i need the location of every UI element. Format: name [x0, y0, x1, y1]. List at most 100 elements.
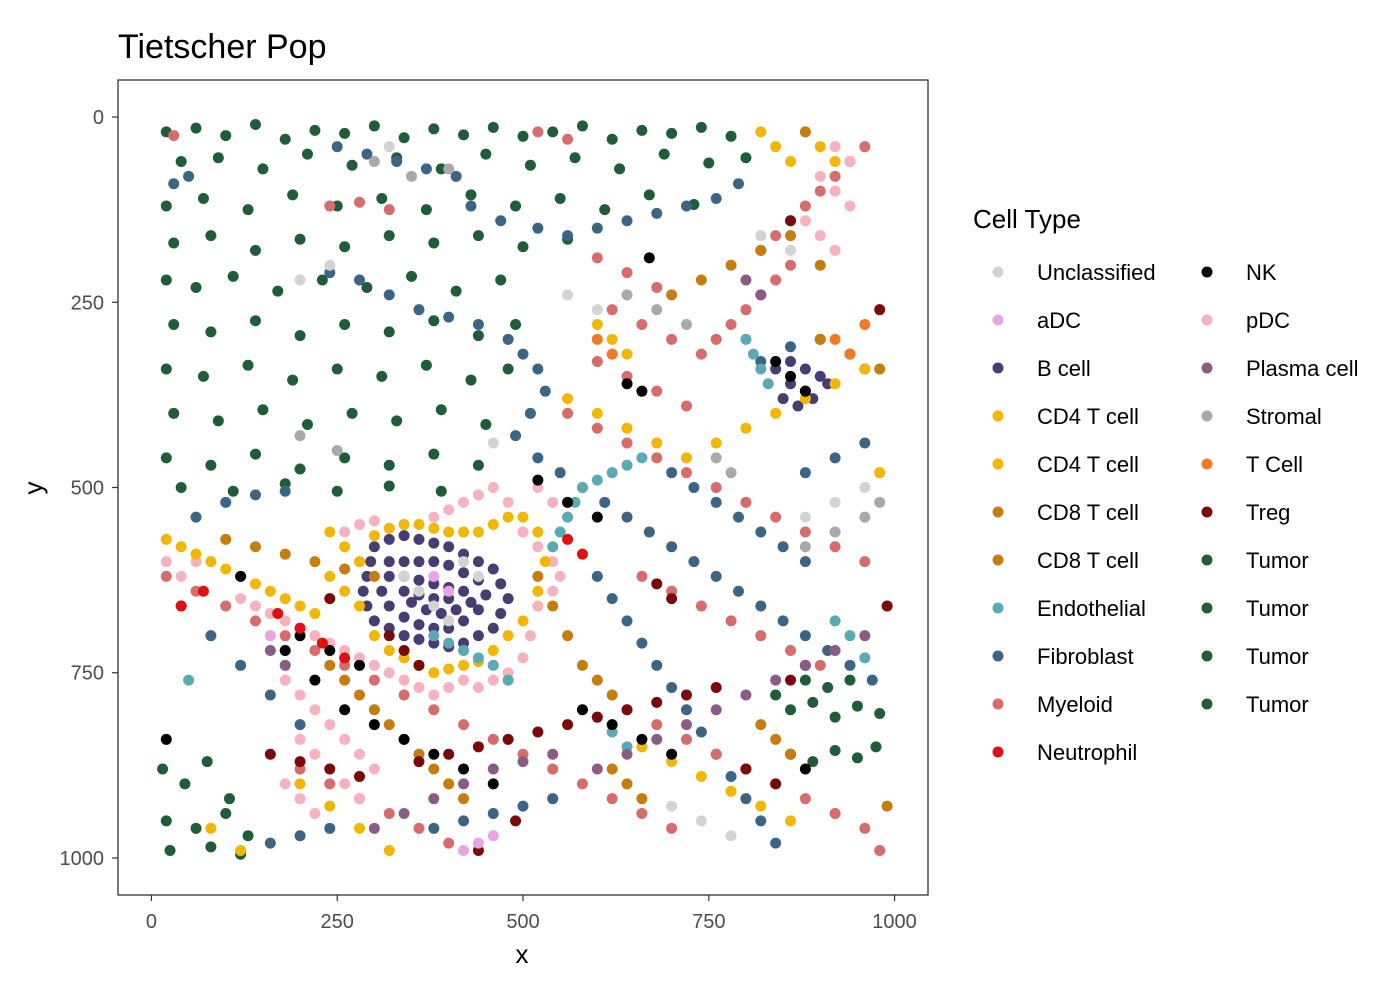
point-treg [264, 748, 276, 760]
point-cd8-t-cell [621, 778, 633, 790]
point-b-cell [472, 630, 484, 642]
point-cd8-t-cell [770, 733, 782, 745]
point-cd4-t-cell [517, 615, 529, 627]
point-b-cell [365, 556, 377, 568]
point-myeloid [636, 570, 648, 582]
point-treg [324, 593, 336, 605]
point-cd8-t-cell [755, 244, 767, 256]
legend-item-cd8-t-cell: CD8 T cell [992, 500, 1139, 525]
point-b-cell [398, 530, 410, 542]
point-tumor [695, 121, 707, 133]
point-pdc [175, 570, 187, 582]
point-cd4-t-cell [785, 156, 797, 167]
point-tumor [472, 230, 484, 242]
point-cd4-t-cell [829, 378, 841, 390]
point-myeloid [591, 356, 603, 368]
point-neutrophil [197, 585, 209, 597]
point-stromal [725, 467, 737, 479]
point-pdc [458, 496, 470, 508]
point-treg [413, 659, 425, 671]
point-pdc [524, 630, 536, 642]
point-cd8-t-cell [814, 333, 826, 345]
point-tumor [524, 159, 536, 171]
point-stromal [443, 163, 455, 175]
point-pdc [294, 733, 306, 745]
point-tumor [175, 482, 187, 493]
point-cd8-t-cell [309, 556, 321, 568]
legend-label-tumor: Tumor [1246, 644, 1309, 669]
point-tumor [383, 480, 395, 492]
point-pdc [339, 778, 351, 790]
point-tumor [480, 419, 492, 431]
point-pdc [339, 733, 351, 745]
point-b-cell [383, 600, 395, 612]
legend-label-tumor: Tumor [1246, 548, 1309, 573]
point-nk [458, 763, 470, 775]
point-cd4-t-cell [740, 422, 752, 434]
point-treg [562, 719, 574, 731]
point-fibroblast [866, 674, 878, 686]
point-pdc [279, 674, 291, 686]
point-unclassified [383, 141, 395, 153]
legend-key-tumor [1201, 698, 1213, 710]
point-endothelial [747, 348, 759, 360]
point-b-cell [435, 607, 447, 619]
chart-title: Tietscher Pop [118, 28, 327, 66]
point-tumor [175, 156, 187, 167]
point-cd8-t-cell [458, 793, 470, 805]
point-cd4-t-cell [235, 845, 247, 857]
point-tumor [220, 808, 232, 819]
point-myeloid [710, 748, 722, 760]
point-tumor [257, 163, 269, 175]
point-cd4-t-cell [814, 141, 826, 153]
point-cd4-t-cell [621, 422, 633, 434]
point-fibroblast [621, 615, 633, 627]
legend-key-b-cell [992, 362, 1004, 374]
point-stromal [331, 444, 343, 456]
point-tumor [197, 193, 209, 205]
point-fibroblast [599, 496, 611, 508]
point-tumor [346, 407, 358, 419]
point-cd4-t-cell [829, 156, 841, 167]
point-tumor [614, 163, 626, 175]
point-tumor [658, 148, 670, 160]
legend-item-unclassified: Unclassified [992, 260, 1156, 285]
point-b-cell [383, 533, 395, 545]
point-fibroblast [279, 485, 291, 497]
point-tumor [168, 407, 180, 419]
point-b-cell [413, 633, 425, 645]
point-treg [591, 711, 603, 723]
point-cd8-t-cell [249, 541, 261, 553]
point-cd4-t-cell [725, 785, 737, 797]
point-b-cell [458, 585, 470, 597]
legend-key-cd8-t-cell [992, 506, 1004, 518]
legend-key-endothelial [992, 602, 1004, 614]
point-myeloid [785, 259, 797, 271]
point-cd4-t-cell [443, 526, 455, 538]
point-fibroblast [799, 630, 811, 642]
point-tumor [785, 704, 797, 716]
point-tumor [331, 485, 343, 497]
point-nk [666, 748, 678, 760]
legend-item-cd4-t-cell: CD4 T cell [992, 404, 1139, 429]
point-tumor [799, 674, 811, 686]
legend-label-treg: Treg [1246, 500, 1290, 525]
point-tumor [249, 315, 261, 327]
point-myeloid [859, 556, 871, 568]
point-neutrophil [562, 533, 574, 545]
point-cd8-t-cell [324, 659, 336, 671]
point-fibroblast [733, 511, 745, 523]
point-myeloid [606, 304, 618, 316]
point-cd4-t-cell [770, 141, 782, 153]
point-plasma-cell [264, 645, 276, 656]
legend-item-plasma-cell: Plasma cell [1201, 356, 1358, 381]
point-myeloid [829, 170, 841, 182]
point-nk [487, 778, 499, 790]
point-myeloid [487, 733, 499, 745]
point-b-cell [792, 400, 804, 412]
point-cd4-t-cell [220, 563, 232, 575]
point-cd4-t-cell [324, 800, 336, 812]
point-cd4-t-cell [383, 845, 395, 857]
point-cd4-t-cell [309, 607, 321, 619]
point-tumor [361, 281, 373, 293]
